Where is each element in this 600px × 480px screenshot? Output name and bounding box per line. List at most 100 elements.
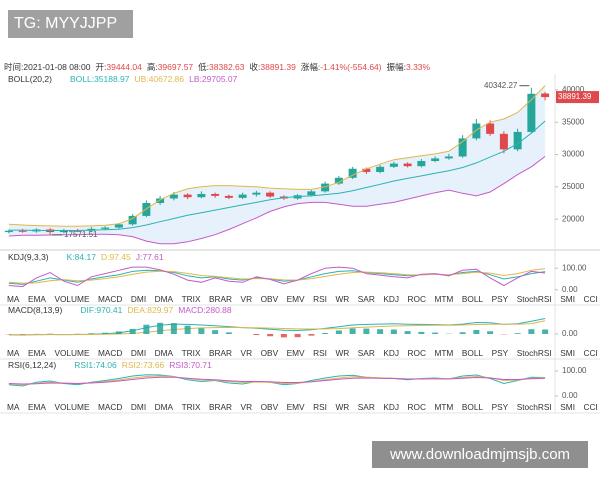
indicator-line: [8, 85, 546, 227]
indicator-tab[interactable]: MTM: [434, 348, 453, 358]
candle-body: [376, 166, 385, 172]
candle-body: [417, 161, 426, 167]
indicator-tab[interactable]: KDJ: [383, 348, 399, 358]
indicator-tab[interactable]: BRAR: [209, 348, 232, 358]
indicator-tab[interactable]: PSY: [492, 294, 509, 304]
indicator-tab[interactable]: MA: [7, 402, 20, 412]
indicator-tab[interactable]: SMI: [560, 348, 575, 358]
indicator-tab[interactable]: SAR: [358, 348, 375, 358]
indicator-tab[interactable]: WR: [335, 348, 349, 358]
indicator-tab[interactable]: OBV: [261, 348, 279, 358]
indicator-tab[interactable]: BRAR: [209, 294, 232, 304]
indicator-tab[interactable]: BOLL: [462, 294, 484, 304]
indicator-tab[interactable]: BOLL: [462, 348, 484, 358]
indicator-tab[interactable]: MTM: [434, 402, 453, 412]
legend: RSI(6,12,24) RSI1:74.06 RSI2:73.66 RSI3:70.…: [8, 360, 212, 370]
histogram-bar: [253, 334, 260, 335]
indicator-tab[interactable]: MACD: [98, 402, 122, 412]
indicator-tab[interactable]: WR: [335, 402, 349, 412]
indicator-tab[interactable]: VOLUME: [54, 348, 90, 358]
indicator-tab[interactable]: EMV: [287, 402, 305, 412]
indicator-tab[interactable]: DMA: [155, 294, 174, 304]
indicator-tab[interactable]: RSI: [313, 294, 327, 304]
indicator-tab[interactable]: ROC: [408, 402, 426, 412]
histogram-bar: [528, 329, 535, 334]
indicator-tab[interactable]: KDJ: [383, 294, 399, 304]
indicator-tab[interactable]: StochRSI: [517, 402, 552, 412]
candle-body: [4, 230, 13, 233]
indicator-tab[interactable]: VR: [241, 402, 253, 412]
y-tick-label: 20000: [562, 214, 585, 223]
indicator-tab[interactable]: TRIX: [182, 348, 201, 358]
histogram-bar: [542, 329, 549, 334]
indicator-tab[interactable]: BRAR: [209, 402, 232, 412]
indicator-line: [8, 120, 546, 231]
indicator-tab[interactable]: TRIX: [182, 294, 201, 304]
legend: KDJ(9,3,3) K:84.17 D:97.45 J:77.61: [8, 252, 164, 262]
indicator-tab[interactable]: KDJ: [383, 402, 399, 412]
histogram-bar: [102, 332, 109, 334]
indicator-tab[interactable]: MA: [7, 294, 20, 304]
indicator-tab[interactable]: StochRSI: [517, 294, 552, 304]
indicator-tab[interactable]: DMI: [131, 402, 146, 412]
indicator-tab[interactable]: CCI: [584, 402, 598, 412]
legend-name: K:: [67, 252, 75, 262]
candle-body: [541, 93, 550, 98]
indicator-tab[interactable]: SMI: [560, 402, 575, 412]
indicator-tab[interactable]: ROC: [408, 348, 426, 358]
legend-value: 35188.97: [94, 74, 130, 84]
indicator-tab[interactable]: DMA: [155, 348, 174, 358]
indicator-tab[interactable]: BOLL: [462, 402, 484, 412]
indicator-tab[interactable]: WR: [335, 294, 349, 304]
indicator-tab[interactable]: VOLUME: [54, 402, 90, 412]
indicator-tab[interactable]: MACD: [98, 348, 122, 358]
indicator-tab[interactable]: EMV: [287, 294, 305, 304]
indicator-tab[interactable]: CCI: [584, 294, 598, 304]
indicator-line: [8, 156, 546, 245]
indicator-tab[interactable]: VR: [241, 294, 253, 304]
indicator-tab[interactable]: EMA: [28, 294, 46, 304]
indicator-tab[interactable]: EMA: [28, 348, 46, 358]
indicator-tab[interactable]: TRIX: [182, 402, 201, 412]
legend-value: 84.17: [75, 252, 97, 262]
y-tick-label: 25000: [562, 182, 585, 191]
candle-body: [156, 198, 165, 203]
indicator-tab[interactable]: ROC: [408, 294, 426, 304]
indicator-tab[interactable]: CCI: [584, 348, 598, 358]
indicator-tab[interactable]: SAR: [358, 294, 375, 304]
band-fill: [8, 85, 546, 244]
indicator-tab[interactable]: RSI: [313, 348, 327, 358]
indicator-tab[interactable]: MTM: [434, 294, 453, 304]
indicator-tab[interactable]: RSI: [313, 402, 327, 412]
indicator-tab[interactable]: SAR: [358, 402, 375, 412]
indicator-tab[interactable]: PSY: [492, 402, 509, 412]
indicator-tab[interactable]: DMI: [131, 294, 146, 304]
legend-value: 829.97: [147, 305, 173, 315]
legend-value: 40672.86: [149, 74, 185, 84]
histogram-bar: [377, 329, 384, 334]
candle-body: [114, 224, 123, 228]
indicator-tab[interactable]: EMA: [28, 402, 46, 412]
legend-name: J:: [136, 252, 143, 262]
indicator-tab[interactable]: MACD: [98, 294, 122, 304]
histogram-bar: [198, 328, 205, 334]
indicator-tab[interactable]: SMI: [560, 294, 575, 304]
legend-name: RSI2:: [122, 360, 143, 370]
candle-body: [266, 192, 275, 197]
indicator-tab[interactable]: OBV: [261, 402, 279, 412]
y-tick-label: 35000: [562, 117, 585, 126]
histogram-bar: [308, 334, 315, 336]
min-label: 17571.51: [64, 230, 98, 239]
indicator-tab[interactable]: EMV: [287, 348, 305, 358]
indicator-tab[interactable]: DMA: [155, 402, 174, 412]
indicator-tab[interactable]: StochRSI: [517, 348, 552, 358]
indicator-tab[interactable]: VOLUME: [54, 294, 90, 304]
indicator-tab[interactable]: OBV: [261, 294, 279, 304]
indicator-tab[interactable]: DMI: [131, 348, 146, 358]
indicator-tab[interactable]: MA: [7, 348, 20, 358]
histogram-bar: [404, 331, 411, 334]
legend-value: 970.41: [96, 305, 122, 315]
indicator-tab[interactable]: PSY: [492, 348, 509, 358]
indicator-tab[interactable]: VR: [241, 348, 253, 358]
indicator-name: RSI(6,12,24): [8, 360, 56, 370]
